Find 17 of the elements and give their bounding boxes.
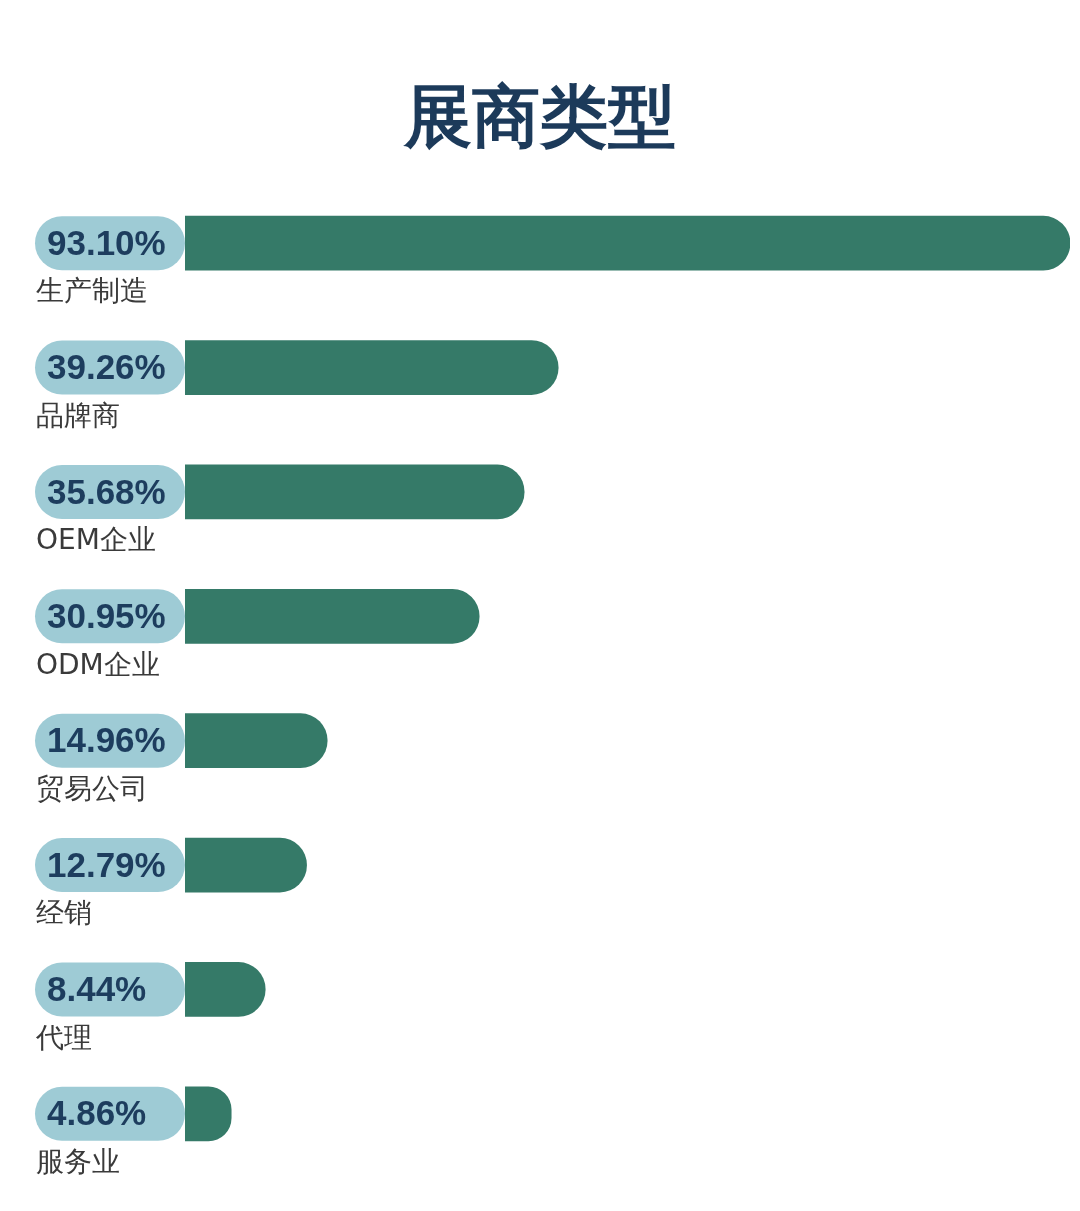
data-label: 30.95% [47,595,166,635]
y-tick-label: 品牌商 [36,398,120,432]
y-tick-label: ODM企业 [36,647,160,681]
data-label: 93.10% [47,222,166,262]
chart-title: 展商类型 [402,76,677,158]
y-tick-label: OEM企业 [36,523,156,557]
data-label: 12.79% [47,844,166,884]
y-tick-label: 贸易公司 [36,771,148,805]
data-label: 8.44% [47,969,147,1009]
y-tick-label: 服务业 [36,1145,120,1179]
y-tick-label: 生产制造 [36,274,148,308]
data-label: 35.68% [47,471,166,511]
y-tick-label: 代理 [35,1020,92,1054]
data-label: 14.96% [47,720,166,760]
data-label: 39.26% [47,347,166,387]
data-label: 4.86% [47,1093,147,1133]
y-tick-label: 经销 [36,896,92,930]
